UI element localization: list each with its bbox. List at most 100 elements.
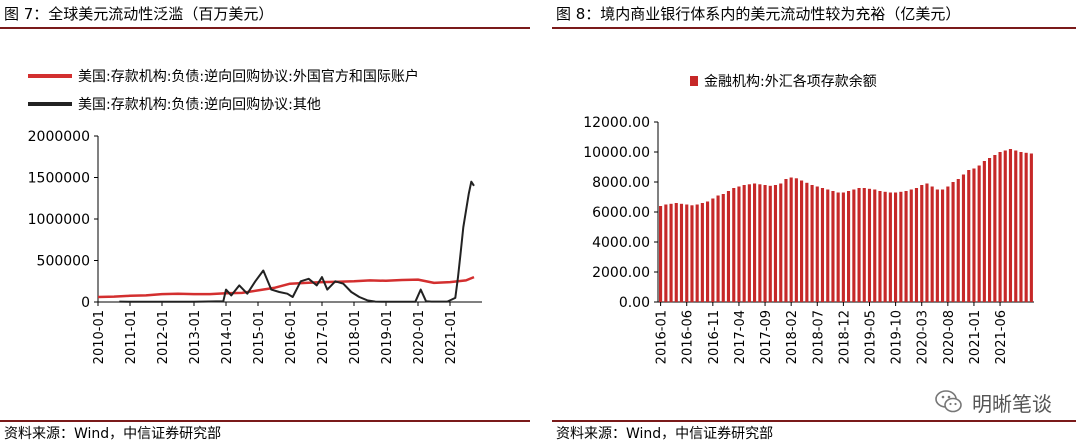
watermark-text: 明晰笔谈 xyxy=(972,391,1052,416)
bar xyxy=(909,189,913,302)
bar xyxy=(951,182,955,302)
y-tick-label-1: 2000.00 xyxy=(592,265,650,281)
x-tick-label-13: 2021-06 xyxy=(994,310,1009,364)
bar xyxy=(1003,150,1007,302)
x-tick-label-3: 2017-04 xyxy=(733,310,748,364)
bar xyxy=(711,198,715,302)
right-source: 资料来源：Wind，中信证券研究部 xyxy=(556,426,774,442)
y-tick-label-6: 12000.00 xyxy=(583,115,650,131)
x-tick-label-7: 2017-01 xyxy=(316,310,331,364)
bar xyxy=(904,191,908,302)
bar xyxy=(941,189,945,302)
y-tick-label-3: 1500000 xyxy=(28,171,90,187)
bar xyxy=(732,188,736,302)
bar xyxy=(862,188,866,302)
x-tick-label-10: 2020-01 xyxy=(412,310,427,364)
bar xyxy=(982,161,986,302)
bar xyxy=(925,183,929,302)
bar xyxy=(1014,150,1018,302)
y-tick-label-2: 1000000 xyxy=(28,212,90,228)
bar xyxy=(857,188,861,302)
x-tick-label-9: 2019-10 xyxy=(890,310,905,364)
legend-swatch xyxy=(690,76,698,86)
bar xyxy=(695,204,699,302)
bar xyxy=(899,191,903,303)
y-tick-label-3: 6000.00 xyxy=(592,205,650,221)
bar xyxy=(716,195,720,302)
bar xyxy=(1019,152,1023,302)
y-tick-label-5: 10000.00 xyxy=(583,145,650,161)
bar xyxy=(815,186,819,302)
x-tick-label-6: 2016-01 xyxy=(284,310,299,364)
right-figure-title: 图 8：境内商业银行体系内的美元流动性较为充裕（亿美元） xyxy=(556,5,961,23)
left-line-chart: 美国:存款机构:负债:逆向回购协议:外国官方和国际账户美国:存款机构:负债:逆向… xyxy=(28,68,482,364)
bar xyxy=(883,191,887,303)
bar xyxy=(935,189,939,302)
bar xyxy=(1024,152,1028,303)
bar xyxy=(784,179,788,302)
x-tick-label-6: 2018-07 xyxy=(811,310,826,364)
y-tick-label-4: 8000.00 xyxy=(592,175,650,191)
x-tick-label-11: 2020-08 xyxy=(942,310,957,364)
x-tick-label-5: 2015-01 xyxy=(252,310,267,364)
right-source-rule xyxy=(552,420,1076,422)
bar xyxy=(789,177,793,302)
bar xyxy=(930,186,934,302)
bar xyxy=(800,180,804,302)
bar xyxy=(810,185,814,302)
bar xyxy=(763,185,767,302)
bar xyxy=(721,194,725,302)
bar xyxy=(773,185,778,302)
bar xyxy=(972,168,976,302)
y-tick-label-0: 0.00 xyxy=(619,295,650,311)
bar xyxy=(993,155,997,302)
bar xyxy=(852,189,856,302)
bar xyxy=(690,205,694,303)
x-tick-label-7: 2018-12 xyxy=(837,310,852,364)
bar xyxy=(659,206,663,302)
x-tick-label-11: 2021-01 xyxy=(444,310,459,364)
x-tick-label-2: 2012-01 xyxy=(156,310,171,364)
x-tick-label-1: 2011-01 xyxy=(124,310,139,364)
left-source-rule xyxy=(0,420,530,422)
x-tick-label-9: 2019-01 xyxy=(380,310,395,364)
bar xyxy=(961,174,966,302)
bar xyxy=(726,191,731,302)
bar xyxy=(888,192,892,302)
x-tick-label-8: 2018-01 xyxy=(348,310,363,364)
bar xyxy=(685,204,689,302)
bar xyxy=(946,186,950,302)
right-title-rule xyxy=(552,27,1076,29)
x-tick-label-0: 2016-01 xyxy=(655,310,670,364)
bar xyxy=(753,183,757,302)
left-source: 资料来源：Wind，中信证券研究部 xyxy=(4,426,222,442)
series-line-1 xyxy=(119,180,475,303)
bar xyxy=(873,189,877,302)
bar xyxy=(977,165,981,302)
bar xyxy=(669,203,673,303)
bar xyxy=(737,186,741,302)
bar xyxy=(841,192,845,302)
bar xyxy=(679,203,684,303)
bar xyxy=(747,184,751,303)
bar xyxy=(1008,149,1013,302)
left-figure: 图 7：全球美元流动性泛滥（百万美元） 美国:存款机构:负债:逆向回购协议:外国… xyxy=(0,0,536,448)
x-tick-label-12: 2021-01 xyxy=(968,310,983,364)
bar xyxy=(1029,153,1033,302)
bar xyxy=(836,192,840,302)
bar xyxy=(805,182,809,303)
x-tick-label-8: 2019-05 xyxy=(864,310,879,364)
legend-label-0: 美国:存款机构:负债:逆向回购协议:外国官方和国际账户 xyxy=(78,68,419,85)
right-figure: 图 8：境内商业银行体系内的美元流动性较为充裕（亿美元） 金融机构:外汇各项存款… xyxy=(552,0,1080,448)
x-tick-label-1: 2016-06 xyxy=(681,310,696,364)
bar xyxy=(706,201,710,302)
bar xyxy=(914,188,919,302)
x-tick-label-2: 2016-11 xyxy=(707,310,722,364)
bar xyxy=(768,185,772,303)
bar xyxy=(758,184,762,303)
x-tick-label-4: 2017-09 xyxy=(759,310,774,364)
bar xyxy=(674,203,678,302)
legend-label-1: 美国:存款机构:负债:逆向回购协议:其他 xyxy=(78,97,321,113)
bar xyxy=(779,183,783,302)
bar xyxy=(956,179,960,302)
